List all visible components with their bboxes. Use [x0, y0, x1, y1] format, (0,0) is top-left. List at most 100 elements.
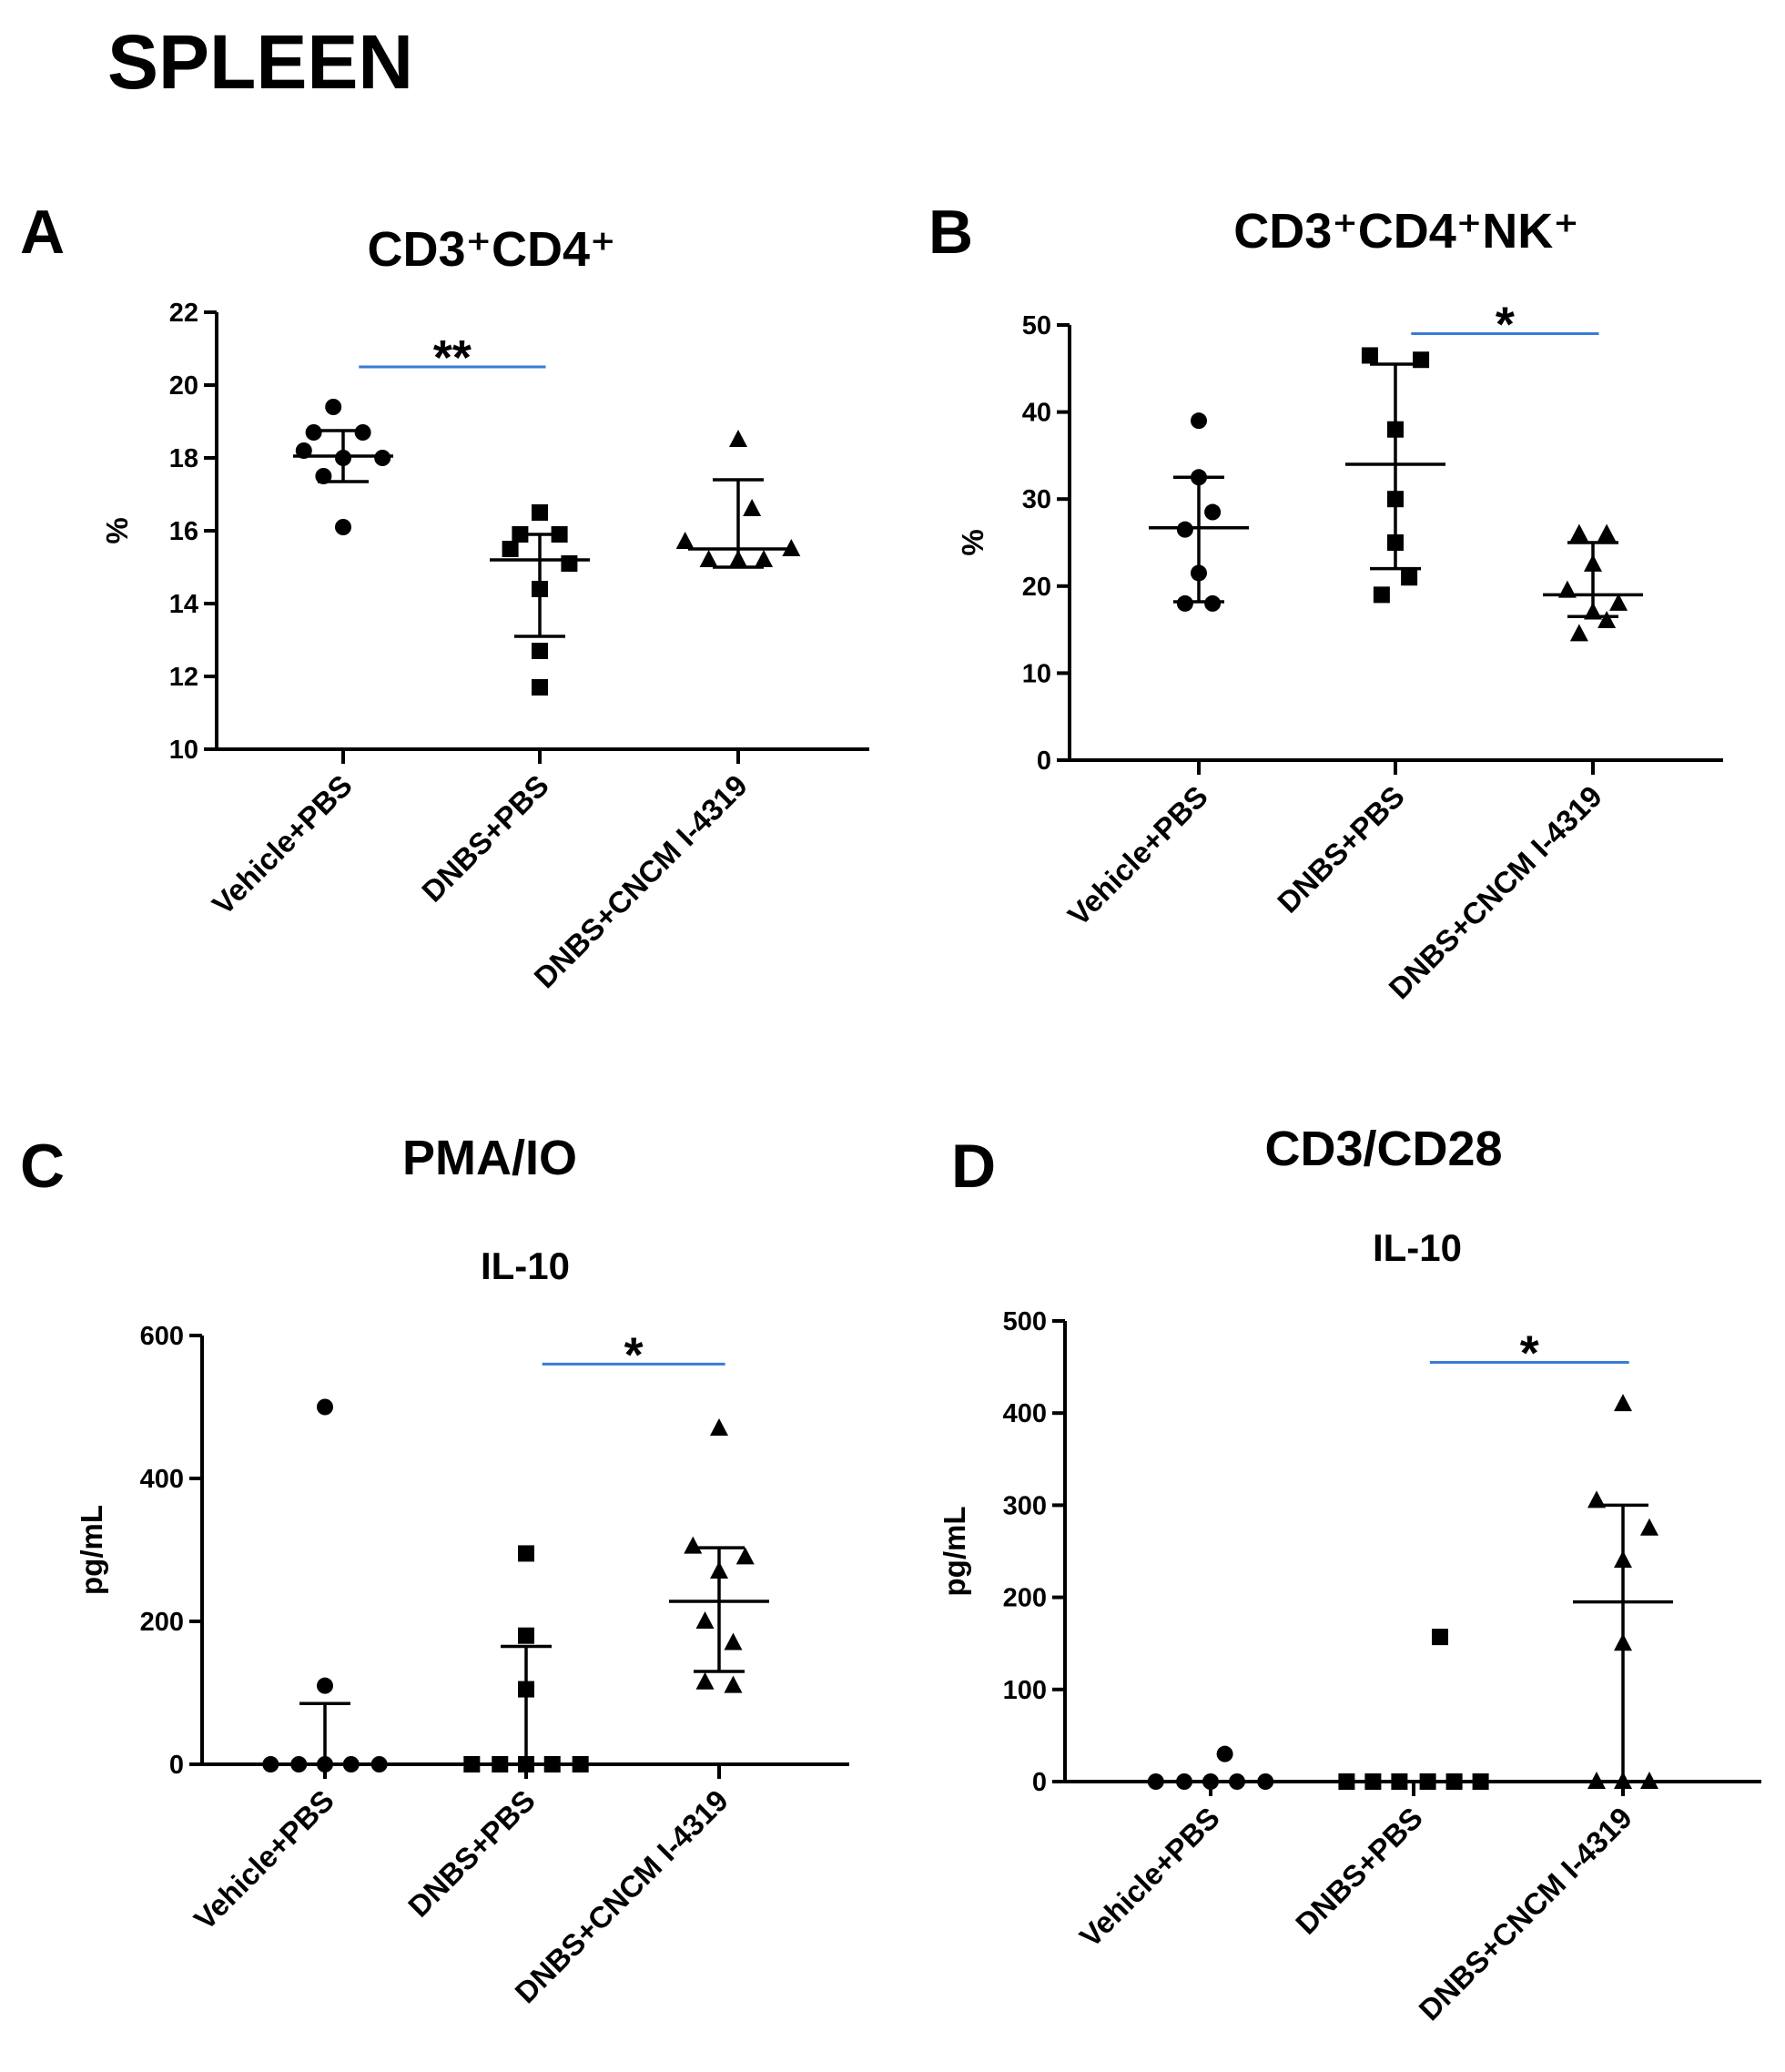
- data-point-triangle: [675, 532, 695, 549]
- data-point-circle: [1176, 594, 1193, 612]
- y-tick-label: 16: [169, 517, 198, 546]
- data-point-triangle: [710, 1418, 728, 1437]
- y-tick-label: 18: [169, 444, 198, 473]
- x-tick-label: Vehicle+PBS: [188, 1783, 340, 1936]
- data-point-square: [518, 1627, 534, 1644]
- x-tick-label: DNBS+PBS: [1271, 779, 1411, 919]
- data-point-triangle: [743, 499, 762, 516]
- y-tick-label: 12: [169, 663, 198, 692]
- y-tick-label: 200: [1003, 1584, 1047, 1613]
- data-point-circle: [295, 442, 312, 459]
- data-point-circle: [354, 424, 371, 441]
- data-point-triangle: [1584, 602, 1602, 620]
- x-tick-label: Vehicle+PBS: [1073, 1801, 1226, 1954]
- panel-a: A CD3⁺CD4⁺ 10 12 14 16 18 20 22% Vehicle+PBS DNB…: [20, 198, 869, 994]
- data-point-circle: [1204, 503, 1222, 521]
- y-tick-label: 30: [1022, 485, 1051, 514]
- significance-label: *: [1496, 298, 1515, 352]
- data-point-triangle: [755, 550, 774, 567]
- x-tick-label: DNBS+PBS: [1289, 1801, 1429, 1941]
- data-point-triangle: [724, 1675, 743, 1693]
- chart-title-c: PMA/IO: [402, 1131, 577, 1185]
- data-point-circle: [317, 1398, 333, 1416]
- data-point-circle: [1228, 1773, 1245, 1790]
- data-point-triangle: [1614, 1772, 1632, 1789]
- data-point-square: [1361, 347, 1378, 364]
- data-point-square: [561, 555, 578, 572]
- x-tick-label: DNBS+PBS: [401, 1783, 542, 1924]
- x-tick-label: DNBS+CNCM I-4319: [508, 1783, 735, 2010]
- data-point-triangle: [1587, 1772, 1607, 1789]
- data-point-triangle: [1587, 1490, 1607, 1508]
- y-tick-label: 100: [1003, 1676, 1047, 1705]
- data-point-square: [1391, 1773, 1408, 1790]
- data-point-circle: [335, 450, 351, 466]
- data-point-square: [518, 1545, 534, 1562]
- data-point-square: [502, 541, 519, 557]
- data-point-triangle: [695, 1611, 715, 1629]
- data-point-square: [1364, 1773, 1382, 1790]
- y-tick-label: 500: [1003, 1307, 1047, 1336]
- y-tick-label: 300: [1003, 1491, 1047, 1520]
- data-point-circle: [1191, 469, 1207, 486]
- plot-a: 10 12 14 16 18 20 22% Vehicle+PBS DNBS+PBSDNBS+C…: [100, 299, 869, 994]
- data-point-triangle: [1614, 1550, 1632, 1569]
- data-point-square: [532, 581, 548, 597]
- x-tick-label: DNBS+PBS: [415, 768, 555, 909]
- data-point-triangle: [1584, 554, 1602, 572]
- data-point-circle: [290, 1756, 308, 1772]
- data-point-square: [1387, 491, 1404, 508]
- data-point-circle: [1216, 1745, 1233, 1762]
- data-point-circle: [262, 1756, 279, 1772]
- data-point-square: [492, 1756, 509, 1772]
- data-point-circle: [1202, 1773, 1219, 1790]
- y-tick-label: 0: [1032, 1768, 1047, 1797]
- y-tick-label: 200: [140, 1608, 184, 1637]
- y-axis-title: %: [100, 517, 134, 543]
- panel-letter-d: D: [951, 1132, 996, 1201]
- data-point-square: [463, 1756, 481, 1772]
- data-point-square: [543, 1756, 561, 1772]
- data-point-triangle: [1597, 523, 1617, 542]
- data-point-triangle: [1609, 593, 1628, 611]
- data-point-square: [532, 679, 548, 696]
- data-point-circle: [317, 1677, 333, 1694]
- x-tick-label: DNBS+CNCM I-4319: [1382, 779, 1608, 1006]
- data-point-circle: [374, 450, 391, 466]
- data-point-triangle: [729, 550, 747, 567]
- chart-title-d: CD3/CD28: [1264, 1122, 1502, 1176]
- chart-title-a: CD3⁺CD4⁺: [367, 222, 615, 277]
- panel-letter-c: C: [20, 1132, 65, 1201]
- data-point-circle: [1176, 1773, 1193, 1790]
- data-point-circle: [1257, 1773, 1274, 1790]
- data-point-triangle: [1639, 1518, 1658, 1536]
- y-tick-label: 50: [1022, 311, 1051, 340]
- data-point-square: [1445, 1773, 1463, 1790]
- data-point-circle: [317, 1756, 333, 1772]
- data-point-triangle: [1614, 1394, 1632, 1412]
- y-tick-label: 400: [1003, 1399, 1047, 1428]
- data-point-triangle: [782, 539, 801, 556]
- x-tick-label: Vehicle+PBS: [1061, 779, 1214, 932]
- data-point-triangle: [1597, 611, 1617, 629]
- data-point-triangle: [735, 1547, 755, 1565]
- y-tick-label: 14: [169, 590, 198, 619]
- data-point-circle: [1191, 412, 1207, 430]
- data-point-square: [1413, 351, 1430, 369]
- significance-label: *: [1520, 1326, 1539, 1381]
- y-tick-label: 0: [1037, 747, 1051, 776]
- y-tick-label: 10: [169, 736, 198, 765]
- data-point-triangle: [684, 1536, 703, 1554]
- data-point-circle: [1176, 521, 1193, 538]
- data-point-square: [532, 643, 548, 659]
- x-tick-label: DNBS+CNCM I-4319: [1412, 1801, 1638, 2027]
- data-point-circle: [1191, 564, 1207, 582]
- data-point-square: [551, 526, 568, 543]
- data-point-triangle: [699, 550, 718, 567]
- panel-d: D CD3/CD28 IL-10 0 100 200 300 400 500 pg/mL Ve…: [938, 1122, 1761, 2026]
- panel-letter-b: B: [928, 198, 973, 267]
- data-point-triangle: [1614, 1633, 1632, 1651]
- plot-b: 0 10 20 30 40 50% Vehicle+PBS DNBS+PBSDNBS+CNCM…: [956, 298, 1723, 1006]
- data-point-square: [518, 1756, 534, 1772]
